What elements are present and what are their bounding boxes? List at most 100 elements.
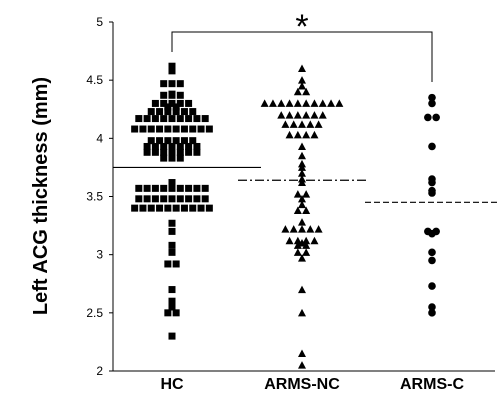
data-point bbox=[160, 142, 168, 150]
data-point bbox=[135, 195, 143, 203]
data-point bbox=[310, 236, 319, 245]
data-point bbox=[176, 195, 184, 203]
data-point bbox=[428, 303, 436, 311]
data-point bbox=[285, 111, 294, 119]
data-point bbox=[306, 225, 315, 233]
data-point bbox=[281, 120, 290, 128]
data-point bbox=[143, 115, 151, 123]
data-point bbox=[143, 195, 151, 203]
significance-star: * bbox=[295, 8, 308, 46]
data-point bbox=[298, 64, 306, 73]
data-point bbox=[160, 115, 168, 123]
data-point bbox=[432, 113, 440, 122]
data-point bbox=[302, 130, 311, 139]
data-point bbox=[172, 137, 180, 145]
y-tick-label: 4 bbox=[96, 131, 103, 145]
data-point bbox=[151, 142, 159, 150]
data-point bbox=[185, 142, 193, 150]
significance-bracket: * bbox=[171, 8, 433, 82]
data-point bbox=[314, 120, 323, 128]
data-point bbox=[205, 204, 213, 212]
data-point bbox=[168, 99, 176, 107]
data-point bbox=[164, 137, 172, 145]
data-point bbox=[193, 142, 201, 150]
data-point bbox=[143, 142, 151, 150]
data-point bbox=[151, 115, 159, 123]
data-point bbox=[168, 62, 176, 70]
data-point bbox=[428, 99, 436, 108]
data-point bbox=[327, 99, 336, 107]
y-tick-label: 2 bbox=[96, 364, 103, 378]
data-point bbox=[176, 142, 184, 150]
data-point bbox=[289, 120, 298, 128]
data-point bbox=[298, 239, 306, 247]
data-point bbox=[318, 111, 327, 119]
data-point bbox=[168, 184, 176, 192]
data-point bbox=[428, 309, 436, 317]
data-point bbox=[168, 154, 176, 162]
data-point bbox=[428, 93, 436, 102]
data-point bbox=[201, 184, 209, 192]
data-point bbox=[156, 137, 164, 145]
data-point bbox=[293, 236, 302, 245]
data-point bbox=[168, 332, 176, 340]
data-point bbox=[156, 125, 164, 133]
data-point bbox=[168, 286, 176, 294]
data-point bbox=[298, 169, 306, 177]
data-point bbox=[205, 125, 213, 133]
data-point bbox=[201, 195, 209, 203]
data-point bbox=[164, 125, 172, 133]
data-point bbox=[201, 115, 209, 123]
data-point bbox=[335, 99, 344, 107]
data-point bbox=[298, 225, 306, 233]
data-point bbox=[293, 130, 302, 139]
data-point bbox=[268, 99, 277, 107]
data-point bbox=[164, 260, 172, 268]
data-point bbox=[193, 184, 201, 192]
data-point bbox=[168, 115, 176, 123]
data-point bbox=[168, 303, 176, 311]
data-point bbox=[168, 179, 176, 187]
data-point bbox=[172, 125, 180, 133]
data-point bbox=[176, 80, 184, 88]
data-points bbox=[131, 62, 440, 369]
data-point bbox=[428, 178, 436, 187]
data-point bbox=[139, 125, 147, 133]
data-point bbox=[289, 225, 298, 233]
data-point bbox=[298, 163, 306, 171]
data-point bbox=[168, 248, 176, 256]
data-point bbox=[185, 148, 193, 156]
data-point bbox=[310, 99, 319, 107]
data-point bbox=[168, 227, 176, 235]
data-point bbox=[147, 108, 155, 116]
data-point bbox=[176, 154, 184, 162]
category-labels: HC ARMS-NC ARMS-C bbox=[160, 376, 464, 393]
data-point bbox=[160, 154, 168, 162]
data-point bbox=[168, 241, 176, 249]
data-point bbox=[151, 99, 159, 107]
data-point bbox=[260, 99, 269, 107]
y-tick-label: 4.5 bbox=[86, 73, 103, 87]
data-point bbox=[298, 218, 306, 226]
data-point bbox=[302, 241, 311, 249]
data-point bbox=[143, 184, 151, 192]
data-point bbox=[143, 148, 151, 156]
data-point bbox=[298, 142, 306, 150]
category-label: ARMS-C bbox=[400, 376, 464, 393]
data-point bbox=[293, 87, 302, 96]
data-point bbox=[176, 148, 184, 156]
data-point bbox=[135, 115, 143, 123]
data-point bbox=[428, 189, 436, 197]
data-point bbox=[298, 178, 306, 187]
data-point bbox=[180, 204, 188, 212]
data-point bbox=[197, 204, 205, 212]
data-point bbox=[277, 111, 286, 119]
data-point bbox=[189, 125, 197, 133]
data-point bbox=[185, 99, 193, 107]
data-point bbox=[298, 254, 306, 262]
y-tick-label: 3 bbox=[96, 248, 103, 262]
data-point bbox=[151, 184, 159, 192]
data-point bbox=[168, 219, 176, 227]
data-point bbox=[151, 195, 159, 203]
